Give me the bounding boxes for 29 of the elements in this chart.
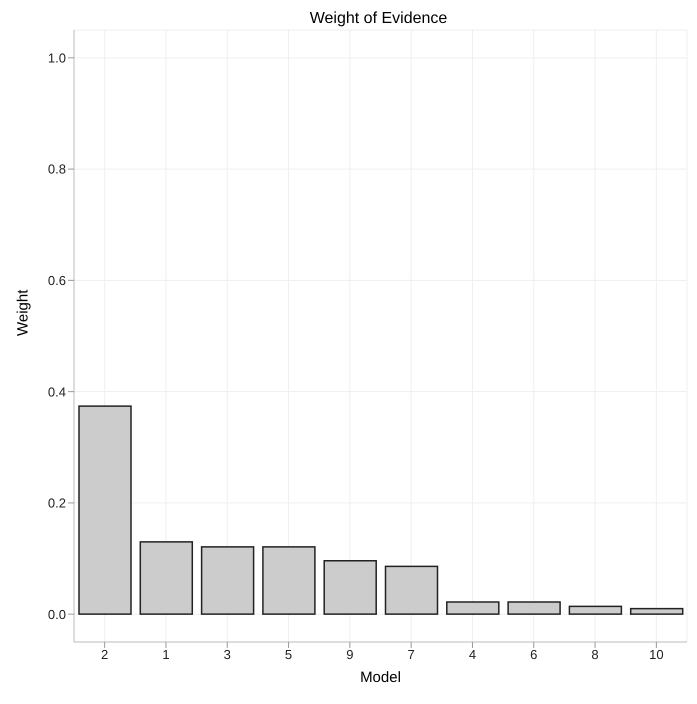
x-tick-label: 10 xyxy=(649,647,664,662)
x-tick-label: 7 xyxy=(408,647,415,662)
bar xyxy=(323,560,377,615)
x-tick-label: 3 xyxy=(224,647,231,662)
bar xyxy=(507,601,561,615)
bar xyxy=(384,566,438,615)
y-axis-title: Weight xyxy=(14,288,32,336)
x-tick-label: 5 xyxy=(284,647,292,662)
x-tick-label: 2 xyxy=(101,647,108,662)
x-tick-label: 9 xyxy=(346,647,354,662)
bar xyxy=(200,546,254,615)
y-tick-label: 1.0 xyxy=(48,50,66,66)
x-tick-label: 4 xyxy=(468,647,476,662)
bar xyxy=(140,541,194,615)
bar xyxy=(78,405,132,615)
x-axis-title: Model xyxy=(360,669,401,686)
x-tick-label: 6 xyxy=(530,647,538,662)
y-tick-label: 0.4 xyxy=(48,384,66,400)
x-tick-label: 8 xyxy=(591,647,599,662)
y-tick-label: 0.2 xyxy=(48,496,66,511)
bar xyxy=(630,608,684,615)
chart-title: Weight of Evidence xyxy=(308,10,448,28)
bar xyxy=(262,546,316,615)
y-tick-label: 0.8 xyxy=(48,162,66,177)
bar xyxy=(446,601,500,615)
y-tick-label: 0.6 xyxy=(48,272,66,288)
x-tick-label: 1 xyxy=(162,647,170,662)
bar xyxy=(568,606,622,615)
y-tick-label: 0.0 xyxy=(48,606,66,622)
